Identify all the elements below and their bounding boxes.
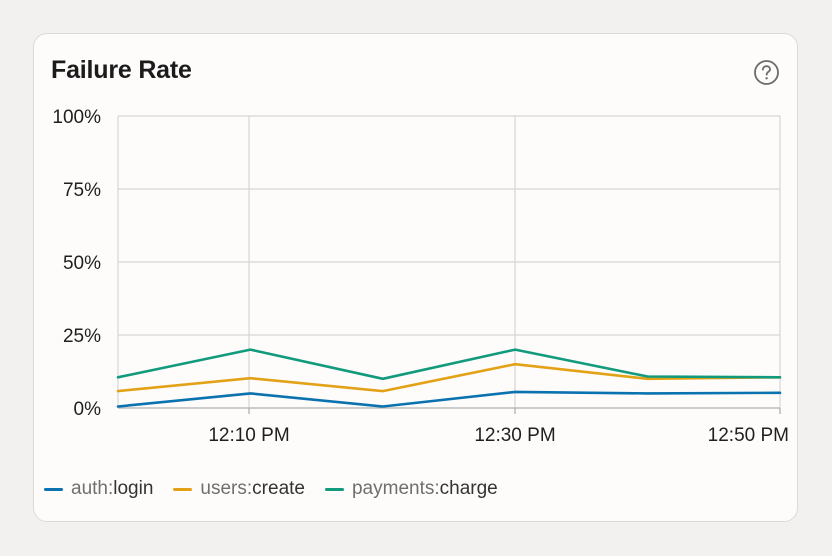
legend-action: create [252,478,305,499]
legend-item-payments[interactable]: payments: charge [324,478,498,500]
legend-swatch [173,487,193,491]
chart-legend: auth: login users: create payments: charge [44,478,518,500]
legend-action: charge [439,478,498,499]
y-tick-label: 25% [63,326,101,347]
chart-axes: 0% 25% 50% 75% 100% 12:10 PM 12:30 PM 12:50 PM [52,107,789,446]
y-tick-label: 100% [52,107,101,128]
legend-separator: : [246,478,253,499]
legend-swatch [324,487,344,491]
question-circle-icon[interactable] [753,59,780,86]
legend-swatch [44,487,63,491]
y-tick-label: 50% [63,253,101,274]
legend-namespace: payments [351,478,435,499]
series-line-users[interactable] [116,362,782,393]
failure-rate-card: Failure Rate [33,33,798,522]
series-line-auth[interactable] [116,390,782,408]
legend-namespace: users [200,478,247,499]
series-line-payments[interactable] [116,348,782,381]
x-tick-label: 12:10 PM [208,425,289,446]
card-title: Failure Rate [51,56,192,84]
legend-item-users[interactable]: users: create [173,478,305,500]
legend-namespace: auth [71,478,108,499]
legend-item-auth[interactable]: auth: login [44,478,153,500]
x-tick-label: 12:50 PM [708,425,789,446]
legend-separator: : [107,478,114,499]
legend-action: login [113,478,154,499]
y-tick-label: 0% [74,399,102,420]
y-tick-label: 75% [63,180,101,201]
chart-grid [117,115,781,409]
chart-series [116,348,782,408]
legend-separator: : [434,478,440,499]
x-tick-label: 12:30 PM [474,425,555,446]
